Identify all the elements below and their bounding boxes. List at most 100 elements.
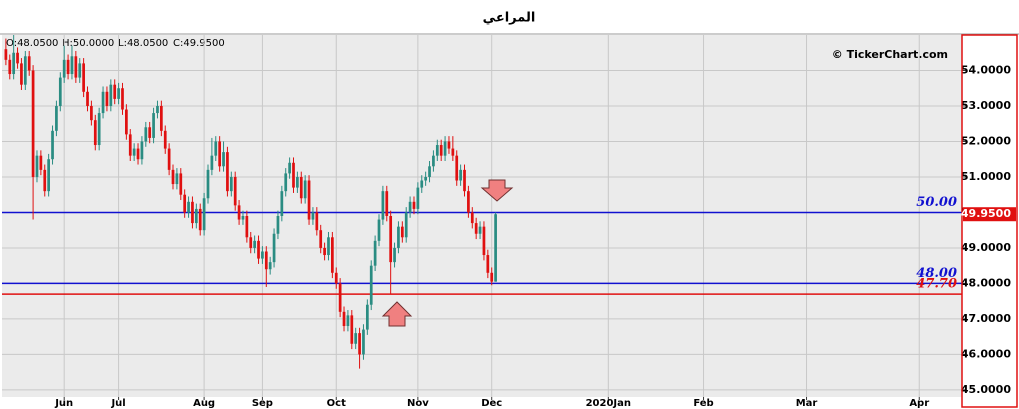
candle-body — [148, 127, 152, 138]
last-price-label: 49.9500 — [961, 207, 1011, 220]
candle-body — [191, 201, 194, 224]
y-tick-label: 47.0000 — [961, 312, 1011, 325]
candle-body — [229, 176, 233, 192]
candle-body — [245, 216, 249, 238]
x-tick-label: Oct — [327, 398, 346, 409]
candle-body — [179, 173, 183, 195]
candle-body — [474, 223, 478, 234]
candle-body — [132, 148, 136, 156]
chart-title: المراعي — [483, 11, 536, 26]
candle-body — [377, 219, 381, 241]
candle-body — [237, 205, 241, 220]
candle-body — [362, 329, 365, 355]
candle-body — [93, 120, 97, 146]
candle-body — [140, 141, 144, 160]
candle-body — [447, 141, 451, 149]
watermark: © TickerChart.com — [832, 48, 948, 61]
candle-body — [373, 240, 377, 266]
candle-body — [39, 155, 43, 170]
candle-body — [97, 113, 101, 146]
candle-body — [167, 148, 171, 170]
candle-body — [342, 311, 346, 327]
candle-body — [381, 191, 385, 220]
y-tick-label: 48.0000 — [961, 276, 1011, 289]
candle-body — [331, 237, 334, 273]
candle-body — [105, 91, 109, 106]
level-label: 47.70 — [916, 277, 957, 292]
candle-body — [443, 141, 447, 156]
level-label: 50.00 — [916, 195, 957, 210]
candle-body — [315, 212, 319, 231]
candle-body — [8, 59, 12, 75]
candle-body — [350, 315, 354, 344]
candle-body — [428, 166, 431, 177]
candle-body — [393, 247, 396, 263]
candle-body — [467, 191, 470, 213]
candle-body — [113, 84, 117, 99]
candle-body — [125, 109, 128, 135]
candle-body — [70, 56, 74, 75]
candle-body — [284, 173, 288, 192]
x-tick-label: Mar — [796, 398, 818, 409]
candle-body — [354, 333, 358, 344]
candle-body — [303, 180, 307, 199]
candle-body — [280, 191, 284, 216]
candle-body — [299, 176, 303, 199]
candle-body — [463, 169, 466, 192]
candle-body — [334, 272, 338, 284]
candle-body — [20, 63, 23, 85]
candle-body — [319, 230, 323, 248]
x-tick-label: 2020Jan — [586, 398, 631, 409]
candle-body — [261, 251, 264, 259]
candle-body — [268, 262, 272, 270]
candle-body — [78, 63, 82, 78]
ohlc-close: C:49.9500 — [173, 38, 225, 49]
y-tick-label: 51.0000 — [961, 170, 1011, 183]
candle-body — [175, 173, 179, 185]
candle-body — [424, 176, 428, 181]
candle-body — [389, 216, 393, 263]
candle-body — [58, 77, 62, 106]
candle-body — [412, 201, 416, 209]
candle-body — [482, 226, 486, 256]
candle-body — [288, 162, 291, 174]
level-label: 48.00 — [916, 266, 957, 281]
candle-body — [171, 169, 175, 185]
candle-body — [253, 240, 256, 248]
candle-body — [121, 88, 124, 110]
candle-body — [307, 180, 311, 220]
last-price-box — [963, 207, 1016, 222]
candle-body — [55, 105, 58, 131]
candle-body — [82, 63, 85, 92]
y-tick-label: 53.0000 — [961, 99, 1011, 112]
candle-body — [66, 59, 70, 75]
candle-body — [241, 216, 245, 220]
candle-body — [249, 237, 253, 248]
down-arrow — [480, 179, 514, 202]
x-tick-label: Sep — [252, 398, 273, 409]
candle-body — [210, 155, 214, 170]
candle-body — [35, 155, 39, 177]
candle-body — [494, 214, 497, 282]
candle-body — [117, 88, 120, 99]
candle-body — [478, 226, 482, 234]
candle-body — [459, 169, 462, 181]
candle-body — [222, 152, 225, 167]
y-axis-frame — [961, 34, 1018, 408]
candle-body — [327, 237, 330, 256]
candle-body — [159, 105, 163, 131]
candle-body — [385, 191, 389, 216]
x-tick-label: Dec — [481, 398, 502, 409]
y-tick-label: 49.0000 — [961, 241, 1011, 254]
candle-body — [296, 176, 299, 188]
candle-body — [43, 169, 47, 192]
candle-body — [183, 194, 187, 213]
candle-body — [338, 283, 342, 312]
candle-body — [404, 212, 408, 238]
candle-body — [323, 247, 326, 256]
candle-body — [226, 152, 229, 192]
candle-body — [439, 145, 443, 156]
candle-body — [23, 56, 27, 85]
candle-body — [400, 226, 404, 238]
